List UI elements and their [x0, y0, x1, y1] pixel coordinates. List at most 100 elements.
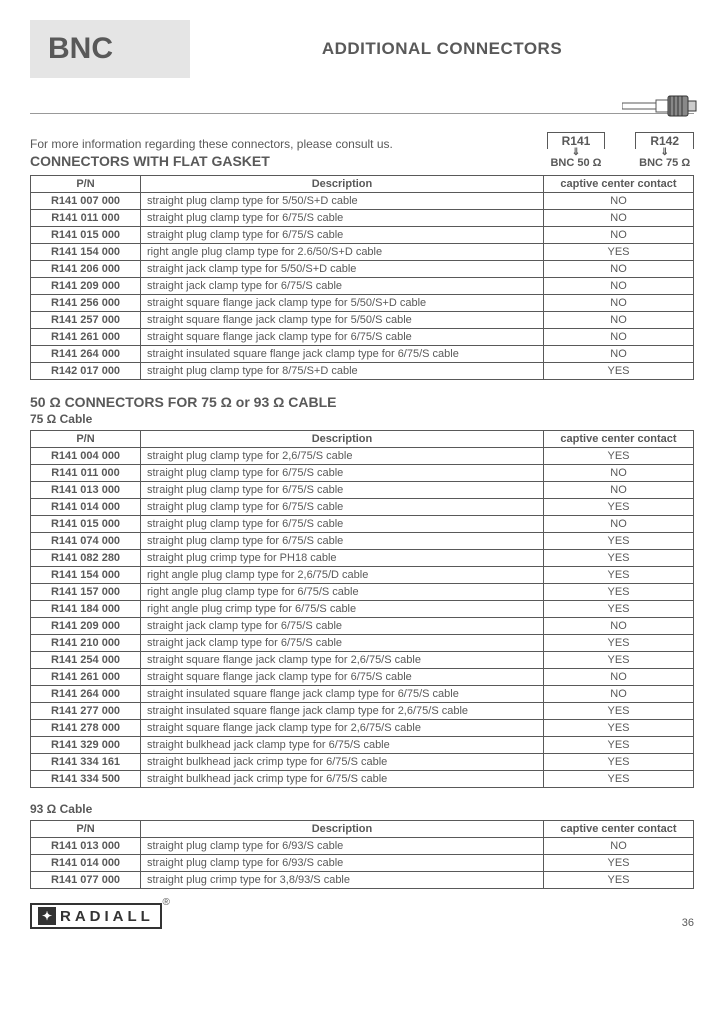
- cell-ccc: NO: [544, 465, 694, 482]
- table-row: R141 007 000straight plug clamp type for…: [31, 193, 694, 210]
- cell-ccc: YES: [544, 635, 694, 652]
- cell-desc: straight square flange jack clamp type f…: [141, 329, 544, 346]
- cell-ccc: NO: [544, 669, 694, 686]
- table-row: R141 277 000straight insulated square fl…: [31, 703, 694, 720]
- family-label: BNC 50 Ω: [547, 157, 606, 169]
- cell-pn: R141 184 000: [31, 601, 141, 618]
- table-row: R141 011 000straight plug clamp type for…: [31, 465, 694, 482]
- cell-ccc: YES: [544, 754, 694, 771]
- cell-pn: R141 015 000: [31, 516, 141, 533]
- logo-icon: ✦: [38, 907, 56, 925]
- col-header-ccc: captive center contact: [544, 176, 694, 193]
- cell-ccc: YES: [544, 872, 694, 889]
- table-93ohm: P/N Description captive center contact R…: [30, 820, 694, 889]
- cell-desc: straight plug crimp type for 3,8/93/S ca…: [141, 872, 544, 889]
- page-title: ADDITIONAL CONNECTORS: [190, 39, 694, 59]
- cell-pn: R141 011 000: [31, 465, 141, 482]
- bnc-connector-icon: [622, 92, 698, 120]
- bnc-badge: BNC: [30, 20, 190, 78]
- col-header-pn: P/N: [31, 821, 141, 838]
- cell-pn: R141 334 161: [31, 754, 141, 771]
- table-row: R141 264 000straight insulated square fl…: [31, 346, 694, 363]
- cell-desc: straight plug clamp type for 6/75/S cabl…: [141, 499, 544, 516]
- down-arrow-icon: ⇓: [635, 149, 694, 157]
- cell-ccc: YES: [544, 855, 694, 872]
- cell-desc: right angle plug crimp type for 6/75/S c…: [141, 601, 544, 618]
- table-row: R141 261 000straight square flange jack …: [31, 669, 694, 686]
- cell-desc: straight plug clamp type for 6/75/S cabl…: [141, 465, 544, 482]
- family-box-r141: R141 ⇓ BNC 50 Ω: [547, 132, 606, 169]
- table-row: R141 210 000straight jack clamp type for…: [31, 635, 694, 652]
- family-label: BNC 75 Ω: [635, 157, 694, 169]
- cell-desc: straight square flange jack clamp type f…: [141, 295, 544, 312]
- cell-pn: R141 261 000: [31, 669, 141, 686]
- table-flat-gasket: P/N Description captive center contact R…: [30, 175, 694, 380]
- cell-ccc: YES: [544, 550, 694, 567]
- cell-pn: R141 334 500: [31, 771, 141, 788]
- cell-pn: R141 082 280: [31, 550, 141, 567]
- cell-desc: straight square flange jack clamp type f…: [141, 652, 544, 669]
- family-boxes: R141 ⇓ BNC 50 Ω R142 ⇓ BNC 75 Ω: [547, 132, 694, 169]
- col-header-ccc: captive center contact: [544, 431, 694, 448]
- col-header-desc: Description: [141, 176, 544, 193]
- intro-text: For more information regarding these con…: [30, 137, 547, 151]
- cell-desc: straight plug clamp type for 6/75/S cabl…: [141, 533, 544, 550]
- family-box-r142: R142 ⇓ BNC 75 Ω: [635, 132, 694, 169]
- cell-desc: straight plug clamp type for 5/50/S+D ca…: [141, 193, 544, 210]
- table-row: R141 154 000right angle plug clamp type …: [31, 244, 694, 261]
- cell-desc: straight insulated square flange jack cl…: [141, 703, 544, 720]
- cell-ccc: YES: [544, 652, 694, 669]
- divider-line: [30, 86, 694, 114]
- cell-pn: R141 206 000: [31, 261, 141, 278]
- cell-ccc: NO: [544, 261, 694, 278]
- table-row: R141 334 161straight bulkhead jack crimp…: [31, 754, 694, 771]
- cell-pn: R141 254 000: [31, 652, 141, 669]
- table-row: R141 256 000straight square flange jack …: [31, 295, 694, 312]
- cell-ccc: YES: [544, 244, 694, 261]
- cell-desc: straight bulkhead jack crimp type for 6/…: [141, 771, 544, 788]
- cell-pn: R141 154 000: [31, 567, 141, 584]
- cell-ccc: NO: [544, 516, 694, 533]
- cell-desc: right angle plug clamp type for 2,6/75/D…: [141, 567, 544, 584]
- cell-ccc: YES: [544, 703, 694, 720]
- cell-desc: straight square flange jack clamp type f…: [141, 312, 544, 329]
- cell-desc: right angle plug clamp type for 6/75/S c…: [141, 584, 544, 601]
- cell-pn: R141 014 000: [31, 855, 141, 872]
- down-arrow-icon: ⇓: [547, 149, 606, 157]
- cell-desc: straight insulated square flange jack cl…: [141, 686, 544, 703]
- cell-ccc: YES: [544, 737, 694, 754]
- cell-desc: straight plug clamp type for 2,6/75/S ca…: [141, 448, 544, 465]
- cell-pn: R141 013 000: [31, 838, 141, 855]
- col-header-desc: Description: [141, 431, 544, 448]
- cell-desc: straight plug clamp type for 6/75/S cabl…: [141, 227, 544, 244]
- table-row: R141 257 000straight square flange jack …: [31, 312, 694, 329]
- cell-ccc: YES: [544, 601, 694, 618]
- cell-desc: straight jack clamp type for 6/75/S cabl…: [141, 278, 544, 295]
- table-row: R141 264 000straight insulated square fl…: [31, 686, 694, 703]
- cell-ccc: NO: [544, 329, 694, 346]
- cell-desc: straight jack clamp type for 6/75/S cabl…: [141, 635, 544, 652]
- cell-ccc: YES: [544, 363, 694, 380]
- cell-pn: R141 210 000: [31, 635, 141, 652]
- cell-ccc: NO: [544, 210, 694, 227]
- table-row: R141 014 000straight plug clamp type for…: [31, 499, 694, 516]
- cell-pn: R141 277 000: [31, 703, 141, 720]
- col-header-ccc: captive center contact: [544, 821, 694, 838]
- cell-pn: R141 257 000: [31, 312, 141, 329]
- cell-desc: straight jack clamp type for 6/75/S cabl…: [141, 618, 544, 635]
- cell-desc: straight plug crimp type for PH18 cable: [141, 550, 544, 567]
- table-row: R141 014 000straight plug clamp type for…: [31, 855, 694, 872]
- table-row: R141 011 000straight plug clamp type for…: [31, 210, 694, 227]
- cell-pn: R141 209 000: [31, 618, 141, 635]
- page-footer: ✦ RADIALL ® 36: [30, 903, 694, 929]
- cell-pn: R141 011 000: [31, 210, 141, 227]
- cell-pn: R141 256 000: [31, 295, 141, 312]
- table-header-row: P/N Description captive center contact: [31, 176, 694, 193]
- cell-ccc: NO: [544, 618, 694, 635]
- cell-pn: R141 329 000: [31, 737, 141, 754]
- col-header-pn: P/N: [31, 176, 141, 193]
- cell-pn: R141 264 000: [31, 686, 141, 703]
- table-row: R141 015 000straight plug clamp type for…: [31, 227, 694, 244]
- table-row: R141 261 000straight square flange jack …: [31, 329, 694, 346]
- cell-desc: straight square flange jack clamp type f…: [141, 720, 544, 737]
